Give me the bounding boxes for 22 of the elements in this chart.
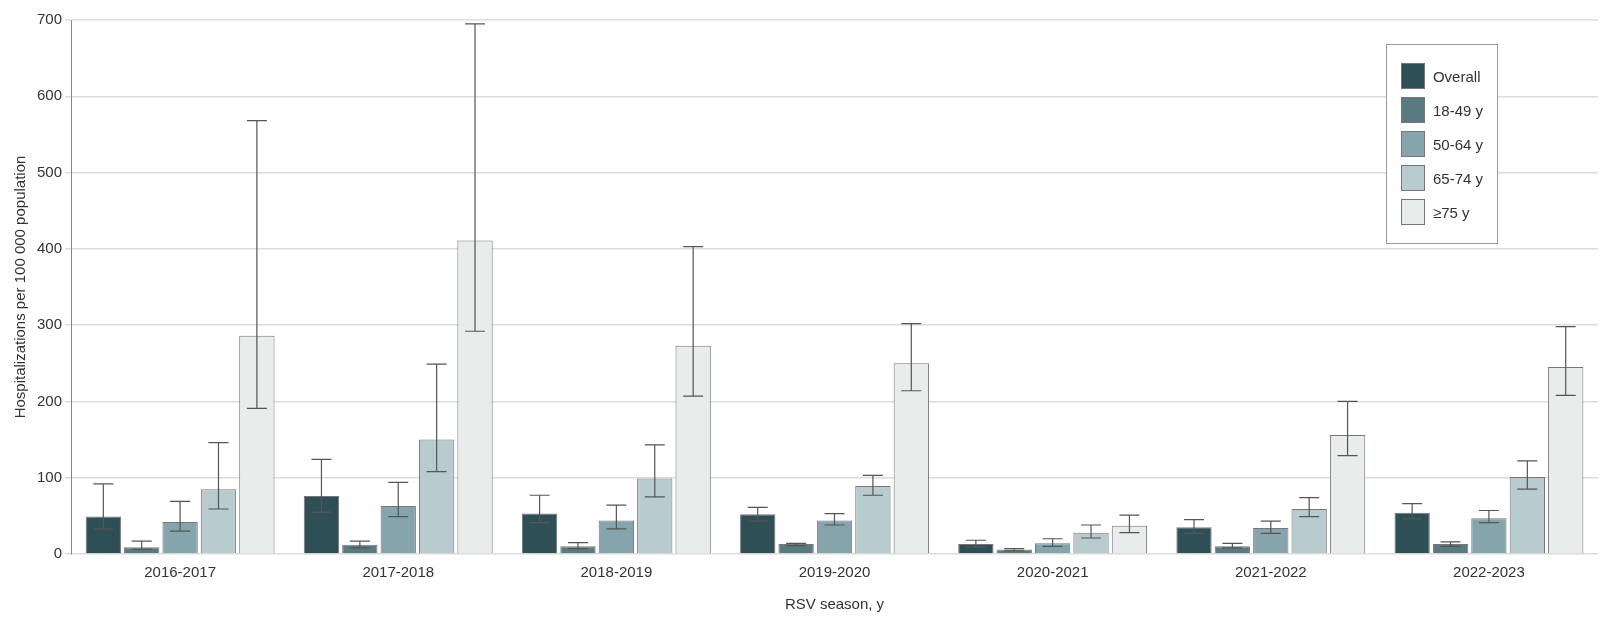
y-tick-label: 200 [37, 391, 63, 409]
y-tick-label: 0 [53, 544, 63, 562]
y-tick-label: 400 [37, 239, 63, 256]
legend-label: Overall [1432, 67, 1481, 85]
x-tick-label: 2018-2019 [580, 563, 653, 581]
y-tick-label: 600 [37, 86, 63, 104]
x-tick-label: 2022-2023 [1453, 563, 1525, 581]
x-tick-label: 2017-2018 [362, 563, 435, 581]
x-tick-label: 2019-2020 [798, 563, 871, 581]
x-tick-label: 2016-2017 [144, 563, 216, 581]
x-tick-label: 2020-2021 [1016, 563, 1089, 581]
legend-label: 65-74 y [1432, 169, 1483, 187]
y-tick-label: 100 [37, 467, 63, 485]
legend-label: ≥75 y [1432, 203, 1470, 221]
legend-label: 18-49 y [1432, 101, 1483, 119]
y-tick-label: 700 [37, 10, 63, 28]
y-axis-title: Hospitalizations per 100 000 population [11, 155, 29, 419]
y-tick-label: 300 [37, 315, 63, 333]
legend-label: 50-64 y [1432, 135, 1483, 153]
x-tick-label: 2021-2022 [1234, 563, 1307, 581]
x-axis-title: RSV season, y [784, 595, 885, 613]
y-tick-label: 500 [37, 162, 63, 180]
